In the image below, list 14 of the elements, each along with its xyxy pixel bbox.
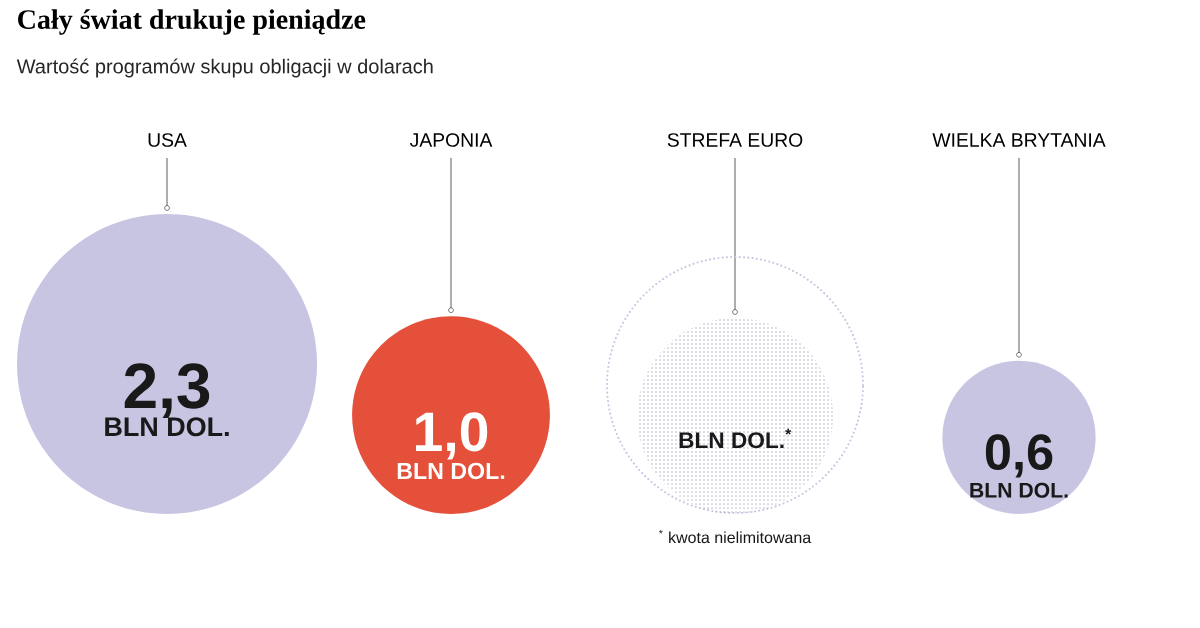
category-label: USA: [148, 133, 187, 147]
category-label: JAPONIA: [409, 133, 493, 147]
text: $^{*}$ kwota nielimitowana: [658, 529, 812, 544]
text: BLN DOL.: [397, 462, 505, 480]
category-label: WIELKA BRYTANIA: [932, 133, 1106, 147]
data-label: 0,6: [985, 434, 1053, 478]
category-label: STREFA EURO: [667, 133, 803, 147]
text: BLN DOL.: [105, 417, 229, 437]
data-label: 1,0: [416, 412, 488, 460]
text: BLN DOL.: [970, 482, 1068, 498]
text: Cały świat drukuje pieniądze: [18, 9, 366, 35]
text: Wartość programów skupu obligacji w dolarach: [16, 58, 433, 78]
text: BLN DOL.$^{*}$: [679, 428, 792, 449]
data-label: 2,3: [124, 363, 210, 418]
